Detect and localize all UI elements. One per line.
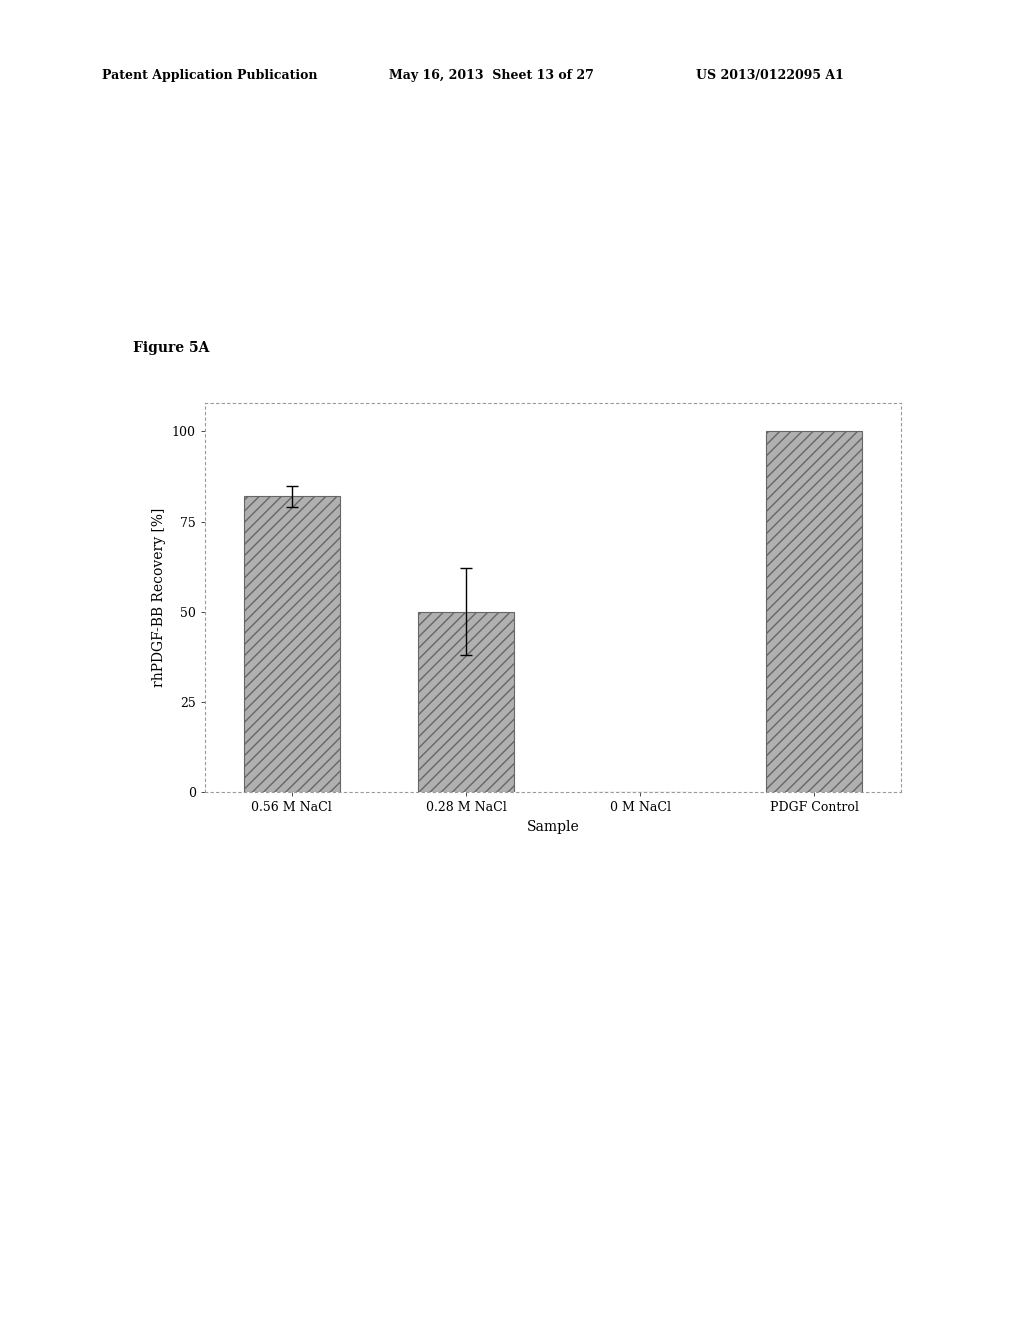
Text: Patent Application Publication: Patent Application Publication bbox=[102, 69, 317, 82]
Text: US 2013/0122095 A1: US 2013/0122095 A1 bbox=[696, 69, 844, 82]
Text: Figure 5A: Figure 5A bbox=[133, 341, 210, 355]
Bar bbox=[418, 611, 514, 792]
Text: May 16, 2013  Sheet 13 of 27: May 16, 2013 Sheet 13 of 27 bbox=[389, 69, 594, 82]
X-axis label: Sample: Sample bbox=[526, 820, 580, 834]
Bar bbox=[766, 432, 862, 792]
Y-axis label: rhPDGF-BB Recovery [%]: rhPDGF-BB Recovery [%] bbox=[153, 508, 166, 686]
Bar bbox=[244, 496, 340, 792]
